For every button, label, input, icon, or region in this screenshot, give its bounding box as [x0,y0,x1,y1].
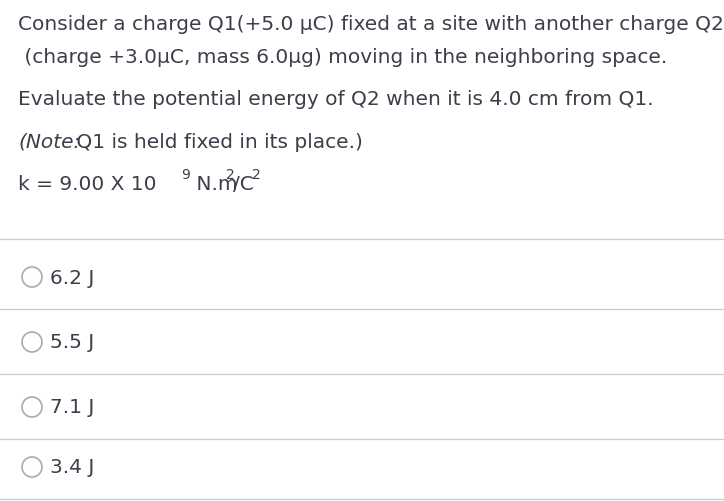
Text: Consider a charge Q1(+5.0 μC) fixed at a site with another charge Q2: Consider a charge Q1(+5.0 μC) fixed at a… [18,15,724,34]
Text: 2: 2 [252,168,261,182]
Text: /C: /C [233,175,253,193]
Text: (charge +3.0μC, mass 6.0μg) moving in the neighboring space.: (charge +3.0μC, mass 6.0μg) moving in th… [18,48,668,67]
Text: 7.1 J: 7.1 J [50,398,94,417]
Text: k = 9.00 X 10: k = 9.00 X 10 [18,175,156,193]
Text: 3.4 J: 3.4 J [50,457,94,476]
Text: 5.5 J: 5.5 J [50,333,94,352]
Text: 2: 2 [226,168,235,182]
Text: 9: 9 [181,168,190,182]
Text: N.m: N.m [190,175,237,193]
Text: Evaluate the potential energy of Q2 when it is 4.0 cm from Q1.: Evaluate the potential energy of Q2 when… [18,90,654,109]
Text: (Note:: (Note: [18,133,80,152]
Text: Q1 is held fixed in its place.): Q1 is held fixed in its place.) [70,133,363,152]
Text: 6.2 J: 6.2 J [50,268,94,287]
